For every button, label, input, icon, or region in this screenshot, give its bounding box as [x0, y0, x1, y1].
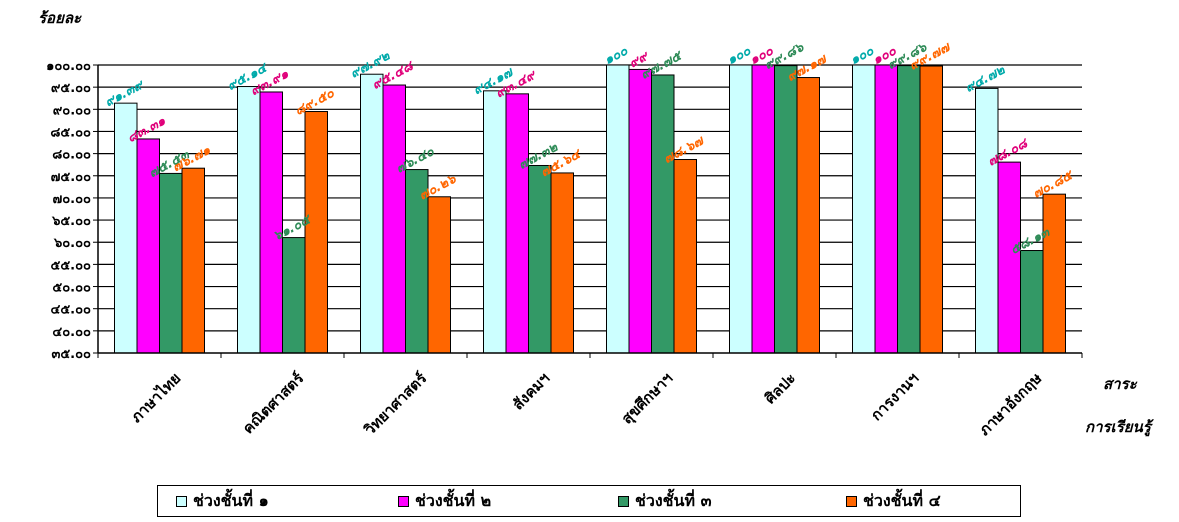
bar [796, 77, 820, 354]
bar [1042, 193, 1066, 354]
y-tick-label: ๘๐.๐๐ [52, 148, 91, 163]
legend-swatch-series-3 [618, 495, 629, 507]
bar [159, 172, 183, 354]
category-label: คณิตศาสตร์ [239, 368, 308, 437]
y-tick-label: ๘๕.๐๐ [50, 125, 91, 140]
legend-item-series-1: ช่วงชั้นที่ ๑ [176, 486, 269, 516]
axes [93, 64, 1083, 358]
bar [774, 65, 798, 354]
bar [628, 68, 652, 354]
bar [997, 161, 1021, 354]
y-tick-label: ๖๕.๐๐ [51, 214, 91, 229]
y-tick-label: ๔๕.๐๐ [51, 303, 92, 318]
bar [751, 64, 775, 354]
category-label: สังคมฯ [509, 369, 553, 413]
bar [606, 64, 630, 354]
legend-item-series-4: ช่วงชั้นที่ ๔ [846, 486, 941, 516]
y-tick-label: ๑๐๐.๐๐ [46, 59, 91, 74]
legend-swatch-series-4 [846, 495, 857, 507]
y-tick-label: ๙๐.๐๐ [53, 103, 91, 118]
category-label: ศิลปะ [761, 369, 799, 407]
y-tick-label: ๕๕.๐๐ [51, 258, 92, 273]
category-label: ภาษาไทย [126, 368, 184, 426]
bar [975, 87, 999, 354]
legend-label-series-2: ช่วงชั้นที่ ๒ [415, 490, 492, 510]
x-axis-label-line2: การเรียนรู้ [1085, 418, 1155, 437]
bar [673, 159, 697, 354]
bar [282, 237, 306, 354]
legend-item-series-2: ช่วงชั้นที่ ๒ [398, 486, 491, 516]
bar [1020, 250, 1044, 354]
bar [259, 91, 283, 354]
legend-label-series-3: ช่วงชั้นที่ ๓ [635, 490, 712, 510]
y-tick-label: ๔๐.๐๐ [52, 325, 91, 340]
legend-item-series-3: ช่วงชั้นที่ ๓ [618, 486, 712, 516]
y-tick-label: ๙๕.๐๐ [51, 81, 91, 96]
bar [304, 111, 328, 354]
bar [729, 64, 753, 354]
category-label: สุขศึกษาฯ [618, 369, 677, 428]
bar [382, 84, 406, 354]
category-labels: ภาษาไทย คณิตศาสตร์ วิทยาศาสตร์ สังคมฯ สุขศึก… [126, 368, 1045, 439]
bar [483, 90, 507, 354]
legend: ช่วงชั้นที่ ๑ ช่วงชั้นที่ ๒ ช่วงชั้นที่ … [157, 485, 1021, 517]
bars [114, 64, 1066, 354]
bar [852, 64, 876, 354]
legend-swatch-series-1 [176, 495, 187, 507]
y-axis-label: ร้อยละ [38, 9, 82, 27]
bar [897, 65, 921, 354]
y-tick-label: ๖๐.๐๐ [53, 236, 91, 251]
y-tick-label: ๗๐.๐๐ [52, 192, 91, 207]
category-label: การงานฯ [867, 369, 922, 424]
bar [505, 93, 529, 354]
bar [651, 74, 675, 354]
bar [237, 86, 261, 354]
category-label: ภาษาอังกฤษ [975, 369, 1045, 439]
y-tick-labels: ๓๕.๐๐ ๔๐.๐๐ ๔๕.๐๐ ๕๐.๐๐ ๕๕.๐๐ ๖๐.๐๐ ๖๕.๐๐ ๗๐.๐๐… [46, 59, 91, 362]
bar [427, 196, 451, 354]
x-axis-label-line1: สาระ [1103, 375, 1138, 393]
legend-label-series-1: ช่วงชั้นที่ ๑ [193, 490, 269, 510]
bar [874, 64, 898, 354]
legend-swatch-series-2 [398, 495, 409, 507]
bar [528, 164, 552, 354]
bar [360, 73, 384, 354]
y-tick-label: ๗๕.๐๐ [51, 170, 91, 185]
bar [919, 65, 943, 354]
y-tick-label: ๕๐.๐๐ [52, 281, 91, 296]
category-label: วิทยาศาสตร์ [360, 368, 431, 439]
legend-label-series-4: ช่วงชั้นที่ ๔ [863, 490, 941, 510]
y-tick-label: ๓๕.๐๐ [51, 347, 91, 362]
bar [181, 167, 205, 354]
bar [550, 172, 574, 354]
